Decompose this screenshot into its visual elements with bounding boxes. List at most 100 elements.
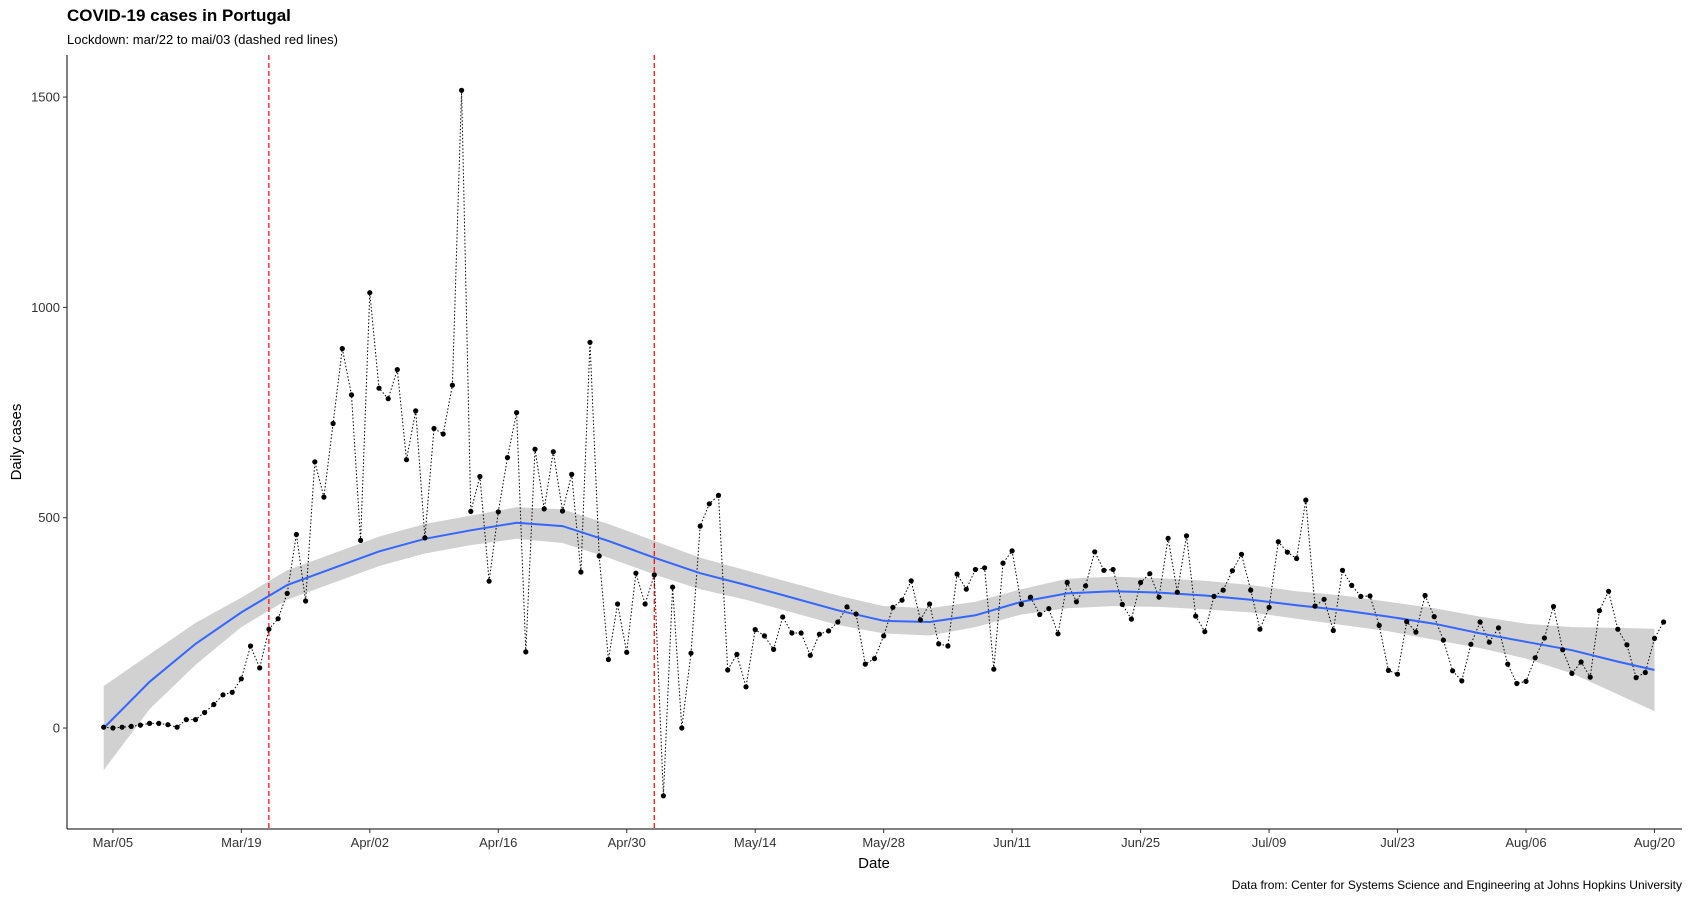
data-point bbox=[559, 508, 566, 514]
data-point bbox=[972, 566, 979, 573]
data-point bbox=[229, 689, 235, 695]
x-tick-label: Mar/19 bbox=[221, 835, 261, 850]
data-point bbox=[1073, 599, 1079, 605]
data-point bbox=[633, 570, 639, 576]
data-point bbox=[936, 641, 942, 647]
data-point bbox=[660, 793, 667, 799]
x-tick-label: Jun/25 bbox=[1121, 835, 1160, 850]
data-point bbox=[1578, 659, 1584, 665]
data-point bbox=[358, 537, 364, 544]
data-point bbox=[101, 724, 107, 730]
data-point bbox=[1055, 631, 1061, 637]
data-point bbox=[1422, 592, 1428, 599]
data-point bbox=[348, 392, 355, 398]
data-point bbox=[917, 617, 924, 623]
confidence-ribbon bbox=[103, 507, 1655, 771]
data-point bbox=[1541, 635, 1547, 641]
data-point bbox=[1367, 593, 1373, 599]
data-point bbox=[642, 601, 648, 607]
data-point bbox=[1587, 674, 1593, 680]
data-point bbox=[1303, 497, 1309, 503]
data-point bbox=[449, 382, 455, 388]
data-point bbox=[1064, 579, 1070, 586]
y-axis-label: Daily cases bbox=[8, 404, 25, 481]
x-tick-label: Aug/06 bbox=[1505, 835, 1546, 850]
data-point bbox=[1211, 593, 1217, 600]
data-point bbox=[1330, 627, 1336, 634]
data-point bbox=[550, 449, 556, 455]
data-point bbox=[183, 717, 189, 723]
data-point bbox=[991, 666, 997, 672]
data-point bbox=[1046, 606, 1052, 612]
data-point bbox=[330, 420, 336, 427]
data-point bbox=[257, 665, 263, 671]
data-point bbox=[1138, 579, 1144, 586]
data-point bbox=[128, 723, 134, 730]
data-point bbox=[1220, 587, 1226, 593]
data-point bbox=[890, 604, 896, 610]
data-point bbox=[871, 656, 878, 662]
data-point bbox=[706, 501, 712, 507]
data-point bbox=[1101, 567, 1107, 573]
axes-layer: 0 500 1000 1500 Mar/05 Mar/19 Apr/02 Apr/16 Apr/… bbox=[31, 55, 1682, 850]
data-point bbox=[394, 367, 400, 373]
data-point bbox=[1642, 669, 1648, 676]
x-tick-label: Jul/09 bbox=[1252, 835, 1287, 850]
data-point bbox=[312, 459, 318, 465]
y-tick-label: 1500 bbox=[31, 90, 60, 105]
data-point bbox=[266, 626, 272, 632]
data-point bbox=[578, 569, 584, 575]
data-point bbox=[440, 431, 446, 437]
data-point bbox=[1459, 678, 1465, 684]
data-point bbox=[468, 508, 474, 514]
data-point bbox=[1156, 594, 1162, 600]
data-point bbox=[835, 619, 841, 625]
data-point bbox=[1394, 671, 1401, 677]
data-point bbox=[881, 633, 887, 639]
data-point bbox=[1596, 608, 1602, 614]
data-point bbox=[523, 649, 529, 655]
data-point bbox=[587, 339, 593, 345]
data-point bbox=[1505, 661, 1511, 667]
data-point bbox=[1275, 539, 1281, 545]
data-point bbox=[541, 506, 547, 512]
data-point bbox=[1413, 629, 1419, 635]
data-point bbox=[275, 616, 281, 622]
data-point bbox=[1083, 583, 1089, 589]
data-point bbox=[422, 535, 428, 541]
data-point bbox=[1450, 668, 1456, 674]
x-tick-label: Apr/16 bbox=[479, 835, 517, 850]
x-tick-label: May/28 bbox=[862, 835, 905, 850]
data-point bbox=[514, 410, 520, 416]
data-point bbox=[569, 471, 575, 477]
points-layer bbox=[101, 87, 1667, 799]
data-point bbox=[495, 509, 501, 515]
data-point bbox=[1440, 637, 1446, 643]
data-point bbox=[1321, 596, 1327, 602]
data-point bbox=[1193, 613, 1199, 619]
data-point bbox=[908, 578, 914, 584]
smooth-trend-line bbox=[102, 521, 1655, 729]
data-point bbox=[1560, 647, 1566, 653]
daily-cases-line bbox=[103, 90, 1665, 796]
data-point bbox=[780, 614, 786, 620]
x-tick-label: Apr/02 bbox=[351, 835, 389, 850]
data-point bbox=[670, 584, 676, 590]
data-point bbox=[1514, 680, 1520, 687]
data-point bbox=[725, 667, 731, 673]
data-point bbox=[1165, 535, 1171, 541]
data-point bbox=[367, 290, 373, 296]
x-tick-label: Apr/30 bbox=[608, 835, 646, 850]
x-tick-label: Mar/05 bbox=[93, 835, 133, 850]
x-axis-label: Date bbox=[858, 855, 890, 872]
smooth-layer bbox=[102, 521, 1655, 729]
data-point bbox=[615, 601, 621, 607]
data-point bbox=[238, 676, 244, 682]
data-point bbox=[1477, 619, 1483, 625]
data-point bbox=[1385, 667, 1391, 674]
data-point bbox=[1037, 611, 1043, 618]
y-tick-label: 0 bbox=[53, 721, 60, 736]
data-point bbox=[1266, 604, 1272, 610]
data-point bbox=[1174, 589, 1180, 595]
data-point bbox=[1358, 593, 1364, 600]
